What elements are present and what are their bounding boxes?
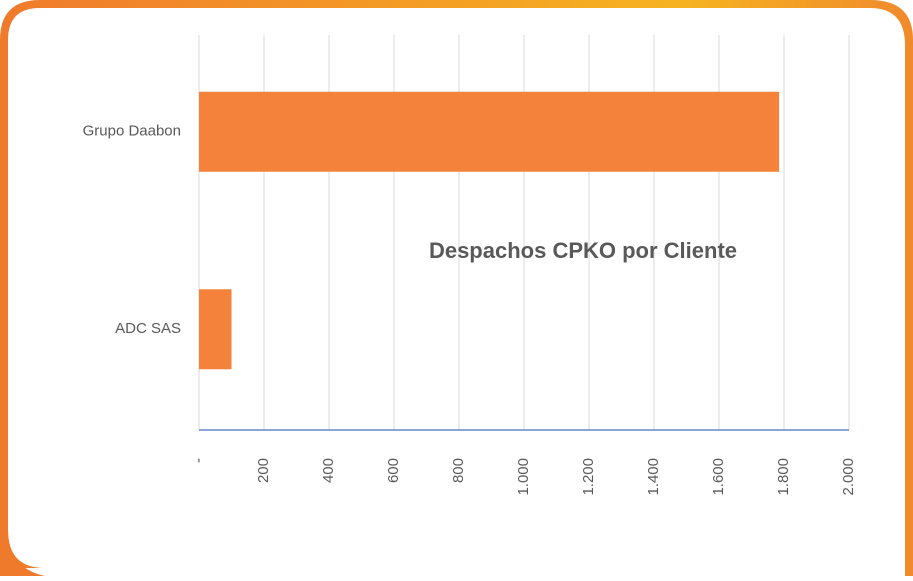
x-tick-label: 400 <box>320 458 337 483</box>
x-tick-label: 1.600 <box>710 458 727 496</box>
frame-left <box>0 40 45 576</box>
x-tick-label: 1.000 <box>515 458 532 496</box>
bar <box>199 91 780 172</box>
x-tick-label: 1.200 <box>580 458 597 496</box>
x-tick-label: - <box>190 458 207 463</box>
x-tick-label: 200 <box>255 458 272 483</box>
x-tick-label: 600 <box>385 458 402 483</box>
x-tick-label: 2.000 <box>840 458 857 496</box>
bar <box>199 289 232 370</box>
chart-title: Despachos CPKO por Cliente <box>429 238 737 263</box>
x-tick-label: 800 <box>450 458 467 483</box>
y-tick-label: ADC SAS <box>115 320 181 337</box>
y-tick-label: Grupo Daabon <box>83 123 181 140</box>
x-tick-label: 1.800 <box>775 458 792 496</box>
x-tick-label: 1.400 <box>645 458 662 496</box>
